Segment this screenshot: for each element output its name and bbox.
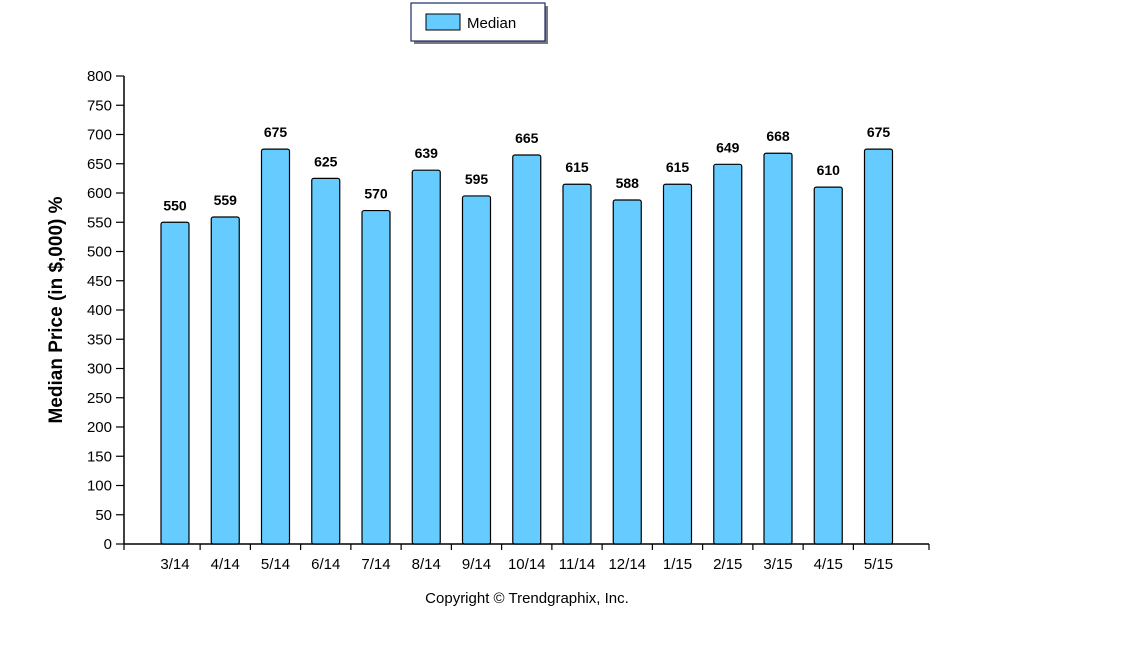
bar-value-label: 588 <box>616 175 640 191</box>
y-tick-label: 550 <box>87 214 112 231</box>
bar-value-label: 559 <box>214 192 238 208</box>
x-tick-label: 1/15 <box>663 556 692 573</box>
y-tick-label: 750 <box>87 97 112 114</box>
bar-value-label: 615 <box>565 159 589 175</box>
y-tick-label: 350 <box>87 331 112 348</box>
y-tick-label: 0 <box>104 536 112 553</box>
bar-value-label: 639 <box>415 145 439 161</box>
legend-swatch <box>425 13 461 31</box>
bar-value-label: 570 <box>364 186 388 202</box>
y-tick-label: 300 <box>87 361 112 378</box>
bar <box>713 163 743 545</box>
y-tick-label: 800 <box>87 68 112 85</box>
bar <box>813 186 843 545</box>
bar-value-label: 610 <box>817 162 841 178</box>
x-tick-label: 7/14 <box>361 556 390 573</box>
legend-label: Median <box>467 15 516 32</box>
bar <box>260 148 291 545</box>
x-tick-label: 3/15 <box>763 556 792 573</box>
x-tick-label: 4/15 <box>814 556 843 573</box>
bar <box>411 169 441 545</box>
y-ticks: 0 50 100 150 200 250 300 350 400 450 500 550 600 650 7… <box>87 68 124 553</box>
y-axis-title: Median Price (in $,000) % <box>46 196 67 423</box>
y-tick-label: 400 <box>87 302 112 319</box>
bar <box>763 152 793 545</box>
bar <box>512 154 542 545</box>
bar-value-label: 625 <box>314 153 338 169</box>
x-tick-label: 8/14 <box>412 556 441 573</box>
y-tick-label: 600 <box>87 185 112 202</box>
bar-value-label: 615 <box>666 159 690 175</box>
bar <box>562 183 592 545</box>
bar <box>160 221 190 545</box>
bar-value-label: 595 <box>465 171 489 187</box>
x-tick-label: 9/14 <box>462 556 491 573</box>
x-tick-label: 6/14 <box>311 556 340 573</box>
legend: Median <box>410 2 548 44</box>
x-tick-label: 2/15 <box>713 556 742 573</box>
x-tick-label: 10/14 <box>508 556 546 573</box>
copyright-text: Copyright © Trendgraphix, Inc. <box>425 590 629 607</box>
x-tick-label: 3/14 <box>160 556 189 573</box>
x-tick-label: 12/14 <box>608 556 646 573</box>
bar <box>461 195 492 545</box>
bar-value-label: 550 <box>163 197 187 213</box>
bar <box>361 209 391 545</box>
bar <box>662 183 693 545</box>
bar <box>863 148 894 545</box>
y-tick-label: 50 <box>95 507 112 524</box>
y-tick-label: 100 <box>87 478 112 495</box>
bar-value-label: 668 <box>766 128 790 144</box>
y-tick-label: 700 <box>87 127 112 144</box>
bar-value-label: 649 <box>716 139 740 155</box>
bar-value-label: 675 <box>264 124 288 140</box>
bar-value-label: 675 <box>867 124 891 140</box>
x-tick-label: 5/14 <box>261 556 290 573</box>
y-tick-label: 450 <box>87 273 112 290</box>
y-tick-label: 200 <box>87 419 112 436</box>
data-labels: 550 559 675 625 570 639 595 665 615 588 615 649 668 6… <box>163 124 890 213</box>
bar <box>311 177 341 545</box>
bar-value-label: 665 <box>515 130 539 146</box>
y-tick-label: 150 <box>87 448 112 465</box>
y-tick-label: 650 <box>87 156 112 173</box>
x-tick-label: 4/14 <box>211 556 240 573</box>
x-ticks: 3/14 4/14 5/14 6/14 7/14 8/14 9/14 10/14 11/14 12… <box>123 544 930 573</box>
bar <box>612 199 642 545</box>
bar <box>210 216 240 545</box>
x-tick-label: 11/14 <box>559 556 595 573</box>
y-tick-label: 500 <box>87 244 112 261</box>
y-tick-label: 250 <box>87 390 112 407</box>
x-tick-label: 5/15 <box>864 556 893 573</box>
bars <box>160 148 894 545</box>
